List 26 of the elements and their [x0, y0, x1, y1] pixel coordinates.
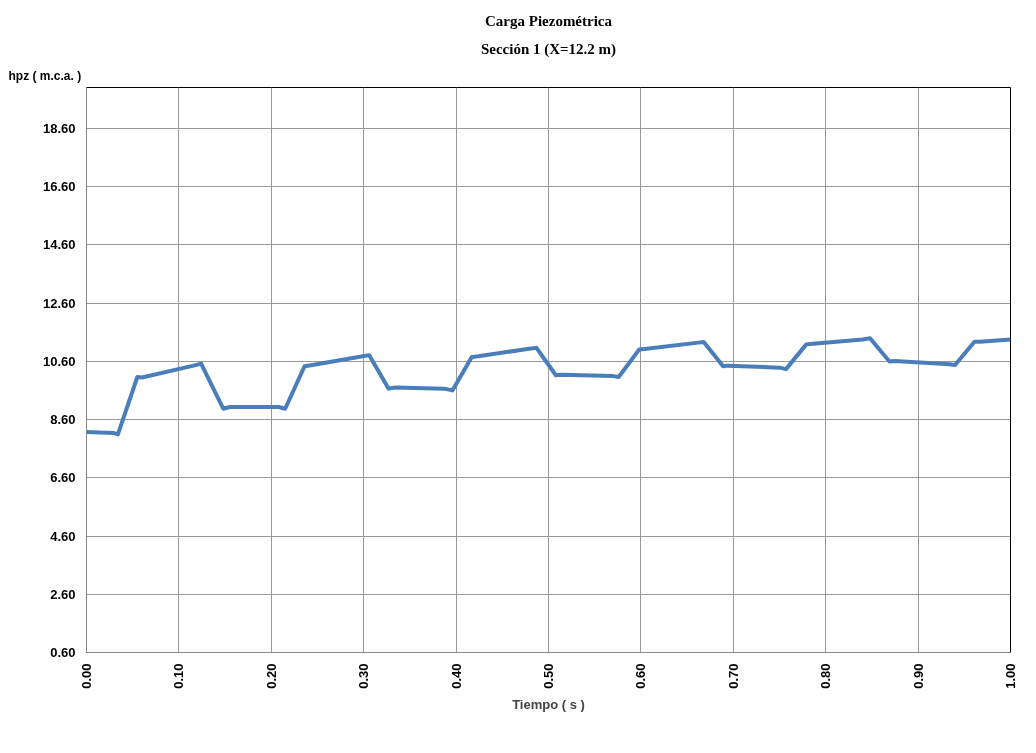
- x-tick-label: 0.60: [633, 663, 649, 689]
- x-tick-label: 0.20: [263, 663, 279, 689]
- x-tick-label: 0.10: [171, 663, 187, 689]
- x-tick-label: 0.40: [448, 663, 464, 689]
- x-tick-label: 0.90: [910, 663, 926, 689]
- x-tick-label: 0.30: [356, 663, 372, 689]
- y-axis-title: hpz ( m.c.a. ): [8, 68, 82, 83]
- line-series: [86, 336, 1011, 437]
- y-tick-label: 2.60: [50, 586, 76, 602]
- chart-subtitle: Sección 1 (X=12.2 m): [480, 40, 617, 58]
- x-tick-label: 0.50: [541, 663, 556, 689]
- x-tick-label: 0.80: [818, 663, 834, 689]
- x-axis-title: Tiempo ( s ): [512, 696, 585, 712]
- y-tick-label: 18.60: [42, 120, 76, 136]
- x-tick-label: 1.00: [1003, 663, 1018, 689]
- y-tick-label: 16.60: [42, 179, 76, 195]
- y-tick-label: 10.60: [42, 353, 76, 369]
- y-tick-label: 4.60: [50, 528, 76, 544]
- chart-title: Carga Piezométrica: [484, 12, 613, 29]
- y-tick-label: 12.60: [42, 295, 76, 311]
- y-tick-label: 6.60: [50, 470, 76, 486]
- y-tick-label: 14.60: [42, 237, 76, 253]
- x-tick-label: 0.00: [79, 663, 94, 689]
- y-tick-label: 8.60: [50, 412, 76, 428]
- y-tick-label: 0.60: [50, 645, 76, 660]
- x-tick-label: 0.70: [725, 663, 741, 689]
